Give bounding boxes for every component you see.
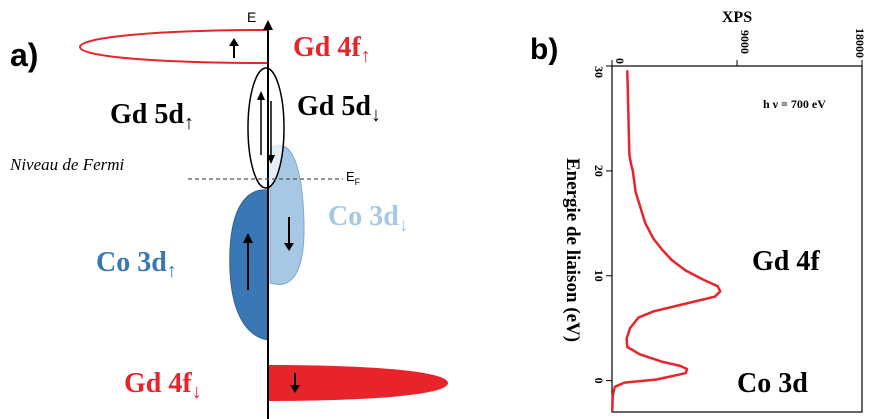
co3d-peak-label: Co 3d [737, 368, 808, 399]
x-tick-label: 18000 [853, 28, 867, 58]
gd5d-up-label: Gd 5d↑ [110, 99, 194, 134]
y-tick-label: 20 [592, 165, 606, 177]
panel-b: b) XPS 0 9000 18000 0 10 20 30 Energie d… [530, 9, 867, 413]
panel-a-label: a) [10, 37, 38, 73]
y-tick-label: 0 [592, 378, 606, 384]
co3d-up-arrowhead [243, 233, 253, 243]
energy-axis-label: E [247, 9, 256, 25]
gd4f-up-lobe [78, 29, 269, 64]
x-tick-label: 0 [613, 58, 627, 64]
gd4f-up-label: Gd 4f↑ [293, 32, 371, 67]
gd5d-ellipse [247, 67, 285, 189]
y-tick-label: 10 [592, 270, 606, 282]
y-ticks: 0 10 20 30 [592, 65, 612, 384]
panel-a: a) E Niveau de Fermi EF Gd 4f↑ [9, 9, 448, 419]
gd4f-down-lobe [268, 365, 448, 401]
gd4f-up-arrowhead [229, 38, 239, 46]
photon-energy-annotation: h ν = 700 eV [763, 97, 826, 111]
y-tick-label: 30 [592, 66, 606, 78]
y-axis-label: Energie de liaison (eV) [562, 158, 583, 342]
x-ticks: 0 9000 18000 [611, 28, 867, 66]
co3d-down-arrowhead [284, 243, 294, 251]
gd5d-down-label: Gd 5d↓ [297, 91, 381, 126]
panel-b-label: b) [530, 33, 558, 66]
co3d-up-label: Co 3d↑ [96, 247, 177, 282]
gd4f-down-arrowhead [290, 385, 300, 393]
x-tick-label: 9000 [738, 30, 752, 54]
ef-label: EF [346, 169, 361, 187]
gd4f-down-label: Gd 4f↓ [124, 368, 202, 403]
co3d-down-lobe [269, 144, 305, 285]
fermi-level-label: Niveau de Fermi [9, 155, 125, 174]
energy-axis-arrowhead [263, 20, 273, 30]
plot-frame [611, 65, 863, 413]
xps-spectrum-line [611, 69, 722, 412]
co3d-down-label: Co 3d↓ [328, 201, 409, 236]
gd5d-up-arrowhead [257, 91, 265, 100]
chart-title: XPS [722, 9, 752, 26]
gd4f-peak-label: Gd 4f [752, 246, 820, 277]
